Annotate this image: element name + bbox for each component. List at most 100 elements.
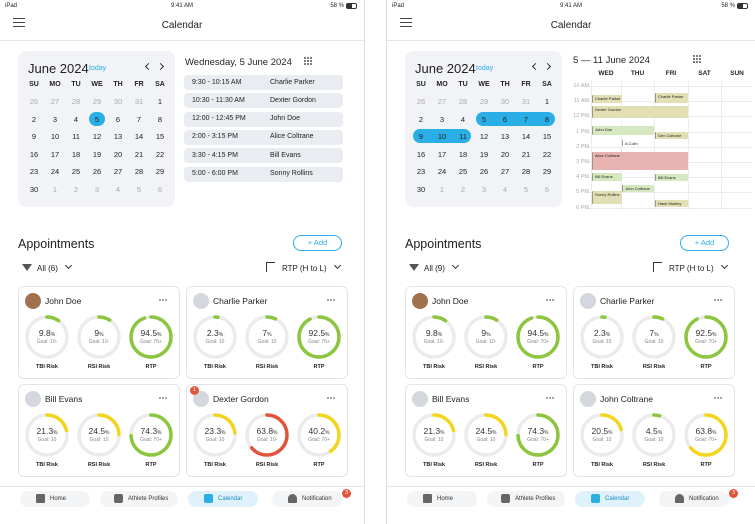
- calendar-day[interactable]: 13: [500, 132, 510, 141]
- calendar-day[interactable]: 4: [502, 184, 508, 194]
- nav-item[interactable]: Home: [407, 491, 477, 507]
- calendar-day[interactable]: 15: [155, 132, 165, 141]
- calendar-day[interactable]: 17: [437, 149, 447, 159]
- calendar-day[interactable]: 28: [71, 97, 81, 106]
- athlete-card[interactable]: Charlie Parker 2.3% Goal: 10 TBI Risk 7% Goal…: [573, 286, 735, 379]
- calendar-day[interactable]: 28: [521, 167, 531, 176]
- event-row[interactable]: 12:00 - 12:45 PM John Doe: [184, 111, 343, 127]
- menu-button[interactable]: [400, 18, 412, 28]
- calendar-day[interactable]: 29: [92, 97, 102, 106]
- calendar-day[interactable]: 11: [459, 132, 467, 141]
- calendar-day[interactable]: 7: [136, 114, 142, 124]
- calendar-day[interactable]: 5: [523, 184, 529, 194]
- calendar-day[interactable]: 4: [115, 184, 121, 194]
- today-link[interactable]: today: [476, 65, 494, 72]
- calendar-day[interactable]: 3: [439, 114, 445, 124]
- calendar-day[interactable]: 26: [92, 167, 102, 176]
- calendar-day[interactable]: 29: [155, 167, 165, 176]
- week-event[interactable]: A Colin: [622, 140, 654, 146]
- calendar-day[interactable]: 10: [437, 132, 447, 141]
- calendar-day[interactable]: 24: [50, 167, 60, 176]
- calendar-day[interactable]: 31: [521, 97, 531, 106]
- calendar-day[interactable]: 2: [460, 184, 466, 194]
- calendar-day[interactable]: 13: [113, 132, 123, 141]
- calendar-day[interactable]: 16: [29, 149, 39, 159]
- calendar-day[interactable]: 30: [29, 184, 39, 194]
- calendar-day[interactable]: 21: [134, 149, 144, 159]
- sort-label[interactable]: RTP (H to L): [669, 264, 714, 273]
- calendar-day[interactable]: 28: [458, 97, 468, 106]
- calendar-day[interactable]: 5: [136, 184, 142, 194]
- calendar-day[interactable]: 2: [73, 184, 79, 194]
- calendar-day[interactable]: 6: [157, 184, 163, 194]
- today-link[interactable]: today: [89, 65, 107, 72]
- calendar-day[interactable]: 1: [544, 97, 550, 106]
- calendar-day[interactable]: 3: [52, 114, 58, 124]
- event-row[interactable]: 5:00 - 6:00 PM Sonny Rollins: [184, 166, 343, 182]
- athlete-card[interactable]: John Doe 9.8% Goal: 10- TBI Risk 9% Goal: 10-…: [405, 286, 567, 379]
- calendar-day[interactable]: 3: [481, 184, 487, 194]
- calendar-day[interactable]: 2: [31, 114, 37, 124]
- nav-item[interactable]: Athlete Profiles: [487, 491, 565, 507]
- calendar-day[interactable]: 3: [94, 184, 100, 194]
- nav-item[interactable]: Home: [20, 491, 90, 507]
- calendar-day[interactable]: 18: [71, 149, 81, 159]
- calendar-day[interactable]: 4: [73, 114, 79, 124]
- week-event[interactable]: Dexter Gordon: [592, 106, 688, 118]
- calendar-day[interactable]: 7: [523, 114, 529, 124]
- calendar-day[interactable]: 20: [113, 149, 123, 159]
- event-row[interactable]: 2:00 - 3:15 PM Alice Coltrane: [184, 129, 343, 145]
- calendar-day[interactable]: 22: [155, 149, 165, 159]
- calendar-day[interactable]: 30: [416, 184, 426, 194]
- calendar-day[interactable]: 1: [157, 97, 163, 106]
- calendar-day[interactable]: 29: [542, 167, 552, 176]
- calendar-day[interactable]: 26: [416, 97, 426, 106]
- calendar-day[interactable]: 6: [502, 114, 508, 124]
- week-event[interactable]: Dex Coltrane: [655, 132, 688, 139]
- week-event[interactable]: Bill Evans: [655, 174, 688, 181]
- athlete-card[interactable]: Charlie Parker 2.3% Goal: 10 TBI Risk 7% Goal…: [186, 286, 348, 379]
- nav-item[interactable]: Athlete Profiles: [100, 491, 178, 507]
- sort-label[interactable]: RTP (H to L): [282, 264, 327, 273]
- athlete-card[interactable]: Bill Evans 21.3% Goal: 10 TBI Risk 24.5% Goal…: [18, 384, 180, 477]
- calendar-day[interactable]: 21: [521, 149, 531, 159]
- week-event[interactable]: Charlie Parker: [592, 95, 622, 103]
- event-row[interactable]: 9:30 - 10:15 AM Charlie Parker: [184, 75, 343, 90]
- week-event[interactable]: Charlie Parker: [655, 93, 688, 103]
- event-row[interactable]: 10:30 - 11:30 AM Dexter Gordon: [184, 93, 343, 109]
- calendar-day[interactable]: 28: [134, 167, 144, 176]
- calendar-day[interactable]: 8: [544, 114, 550, 124]
- week-event[interactable]: John Coltrane: [622, 185, 654, 192]
- calendar-day[interactable]: 26: [479, 167, 489, 176]
- filter-label[interactable]: All (6): [37, 264, 58, 273]
- calendar-day[interactable]: 27: [500, 167, 510, 176]
- calendar-day[interactable]: 4: [460, 114, 466, 124]
- week-event[interactable]: Bill Evans: [592, 173, 622, 181]
- calendar-day[interactable]: 17: [50, 149, 60, 159]
- calendar-day[interactable]: 9: [418, 132, 424, 141]
- calendar-day[interactable]: 14: [521, 132, 531, 141]
- nav-item[interactable]: Notification: [659, 491, 729, 507]
- calendar-day[interactable]: 27: [437, 97, 447, 106]
- week-event[interactable]: Hank Mobley: [655, 200, 688, 207]
- calendar-day[interactable]: 24: [437, 167, 447, 176]
- calendar-day[interactable]: 6: [115, 114, 121, 124]
- calendar-day[interactable]: 5: [481, 114, 487, 124]
- calendar-day[interactable]: 12: [92, 132, 102, 141]
- calendar-day[interactable]: 2: [418, 114, 424, 124]
- event-row[interactable]: 3:30 - 4:15 PM Bill Evans: [184, 148, 343, 164]
- athlete-card[interactable]: 1 Dexter Gordon 23.3% Goal: 10 TBI Risk 63.8%…: [186, 384, 348, 477]
- calendar-day[interactable]: 23: [29, 167, 39, 176]
- calendar-day[interactable]: 27: [113, 167, 123, 176]
- calendar-day[interactable]: 30: [113, 97, 123, 106]
- calendar-day[interactable]: 14: [134, 132, 144, 141]
- calendar-day[interactable]: 9: [31, 132, 37, 141]
- calendar-day[interactable]: 31: [134, 97, 144, 106]
- calendar-day[interactable]: 12: [479, 132, 489, 141]
- calendar-day[interactable]: 19: [479, 149, 489, 159]
- calendar-day[interactable]: 1: [439, 184, 445, 194]
- calendar-day[interactable]: 23: [416, 167, 426, 176]
- calendar-day[interactable]: 25: [71, 167, 81, 176]
- calendar-day[interactable]: 8: [157, 114, 163, 124]
- calendar-day[interactable]: 1: [52, 184, 58, 194]
